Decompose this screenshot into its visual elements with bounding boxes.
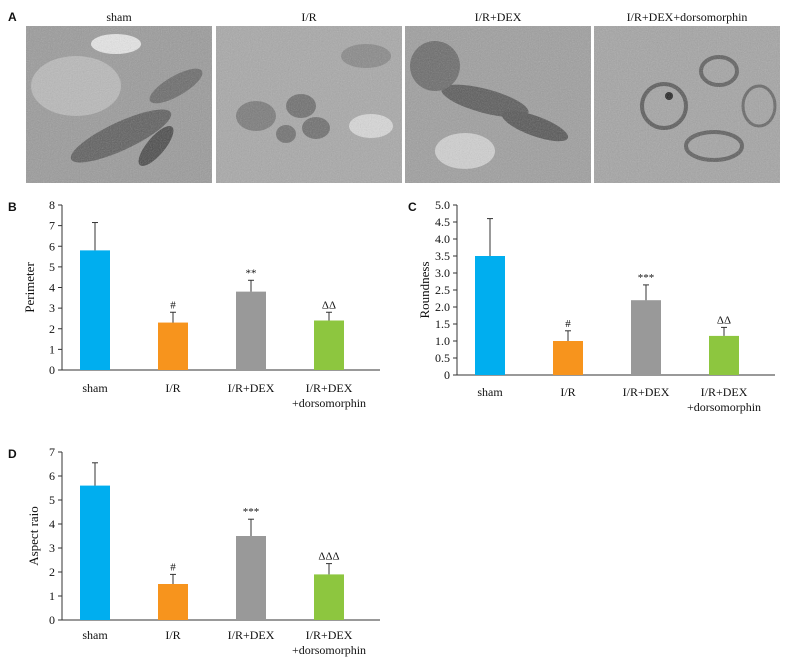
y-tick-label: 6 [49,469,55,483]
micrograph-label-sham: sham [106,10,132,24]
y-tick-label: 7 [49,219,55,233]
x-tick-label: I/R [165,381,180,395]
y-tick-label: 0.5 [435,351,450,365]
micrograph-ir [216,26,402,183]
x-tick-label: I/R [560,385,575,399]
y-tick-label: 2 [49,565,55,579]
x-tick-label: +dorsomorphin [687,400,761,414]
bar [631,300,661,375]
bar [475,256,505,375]
y-tick-label: 2.0 [435,300,450,314]
micrograph-ir-dex-dorsomorphin [594,26,780,183]
bar [80,485,110,620]
x-tick-label: sham [82,381,108,395]
micrograph-label-ir-dex-dorsomorphin: I/R+DEX+dorsomorphin [626,10,748,24]
significance-label: ** [246,267,257,279]
y-tick-label: 1 [49,589,55,603]
chart-roundness: 0 0.5 1.0 1.5 2.0 2.5 3.0 3.5 4.0 4.5 5.0 Roundness… [417,198,775,414]
y-tick-label: 1.0 [435,334,450,348]
bar [158,584,188,620]
x-tick-label: I/R+DEX [306,628,353,642]
bar [314,320,344,370]
bar [236,291,266,370]
bar [553,341,583,375]
x-tick-label: +dorsomorphin [292,396,366,410]
x-tick-label: I/R+DEX [623,385,670,399]
y-tick-label: 3.5 [435,249,450,263]
significance-label: *** [638,272,655,284]
y-tick-label: 5 [49,493,55,507]
y-axis-label: Perimeter [22,262,37,313]
micrograph-label-ir: I/R [301,10,317,24]
y-tick-label: 0 [49,363,55,377]
y-tick-label: 2.5 [435,283,450,297]
significance-label: # [565,318,571,330]
y-tick-label: 4.5 [435,215,450,229]
significance-label: # [170,299,176,311]
y-tick-label: 5 [49,260,55,274]
y-tick-label: 2 [49,322,55,336]
panel-d-letter: D [8,447,17,461]
panel-b-letter: B [8,200,17,214]
y-tick-label: 8 [49,198,55,212]
y-axis-label: Roundness [417,261,432,318]
y-tick-label: 4 [49,517,55,531]
y-tick-label: 4.0 [435,232,450,246]
bar [80,250,110,370]
x-tick-label: I/R+DEX [701,385,748,399]
x-tick-label: sham [477,385,503,399]
significance-label: *** [243,506,260,518]
y-tick-label: 3 [49,541,55,555]
micrograph-sham [26,26,212,183]
y-tick-label: 1 [49,342,55,356]
y-tick-label: 4 [49,281,55,295]
bar [314,574,344,620]
significance-label: # [170,561,176,573]
significance-label: ΔΔΔ [318,551,339,563]
panel-a-letter: A [8,10,17,24]
significance-label: ΔΔ [717,314,731,326]
y-tick-label: 5.0 [435,198,450,212]
x-tick-label: I/R [165,628,180,642]
y-tick-label: 3.0 [435,266,450,280]
x-tick-label: I/R+DEX [306,381,353,395]
y-tick-label: 6 [49,239,55,253]
bar [158,322,188,370]
chart-aspect-ratio: 0 1 2 3 4 5 6 7 Aspect raio sham # I/R *** I/R+DEX ΔΔΔ… [26,445,380,657]
x-tick-label: I/R+DEX [228,628,275,642]
x-tick-label: sham [82,628,108,642]
y-tick-label: 7 [49,445,55,459]
micrograph-label-ir-dex: I/R+DEX [474,10,522,24]
y-tick-label: 1.5 [435,317,450,331]
panel-c-letter: C [408,200,417,214]
y-axis-label: Aspect raio [26,506,41,566]
x-tick-label: I/R+DEX [228,381,275,395]
bar [709,335,739,375]
bar [236,536,266,620]
y-tick-label: 0 [49,613,55,627]
chart-perimeter: 0 1 2 3 4 5 6 7 8 Perimeter sham # I/R ** I/R+DEX ΔΔ I/R… [22,198,380,410]
micrograph-ir-dex [405,26,591,183]
y-tick-label: 3 [49,301,55,315]
x-tick-label: +dorsomorphin [292,643,366,657]
y-tick-label: 0 [444,368,450,382]
significance-label: ΔΔ [322,299,336,311]
